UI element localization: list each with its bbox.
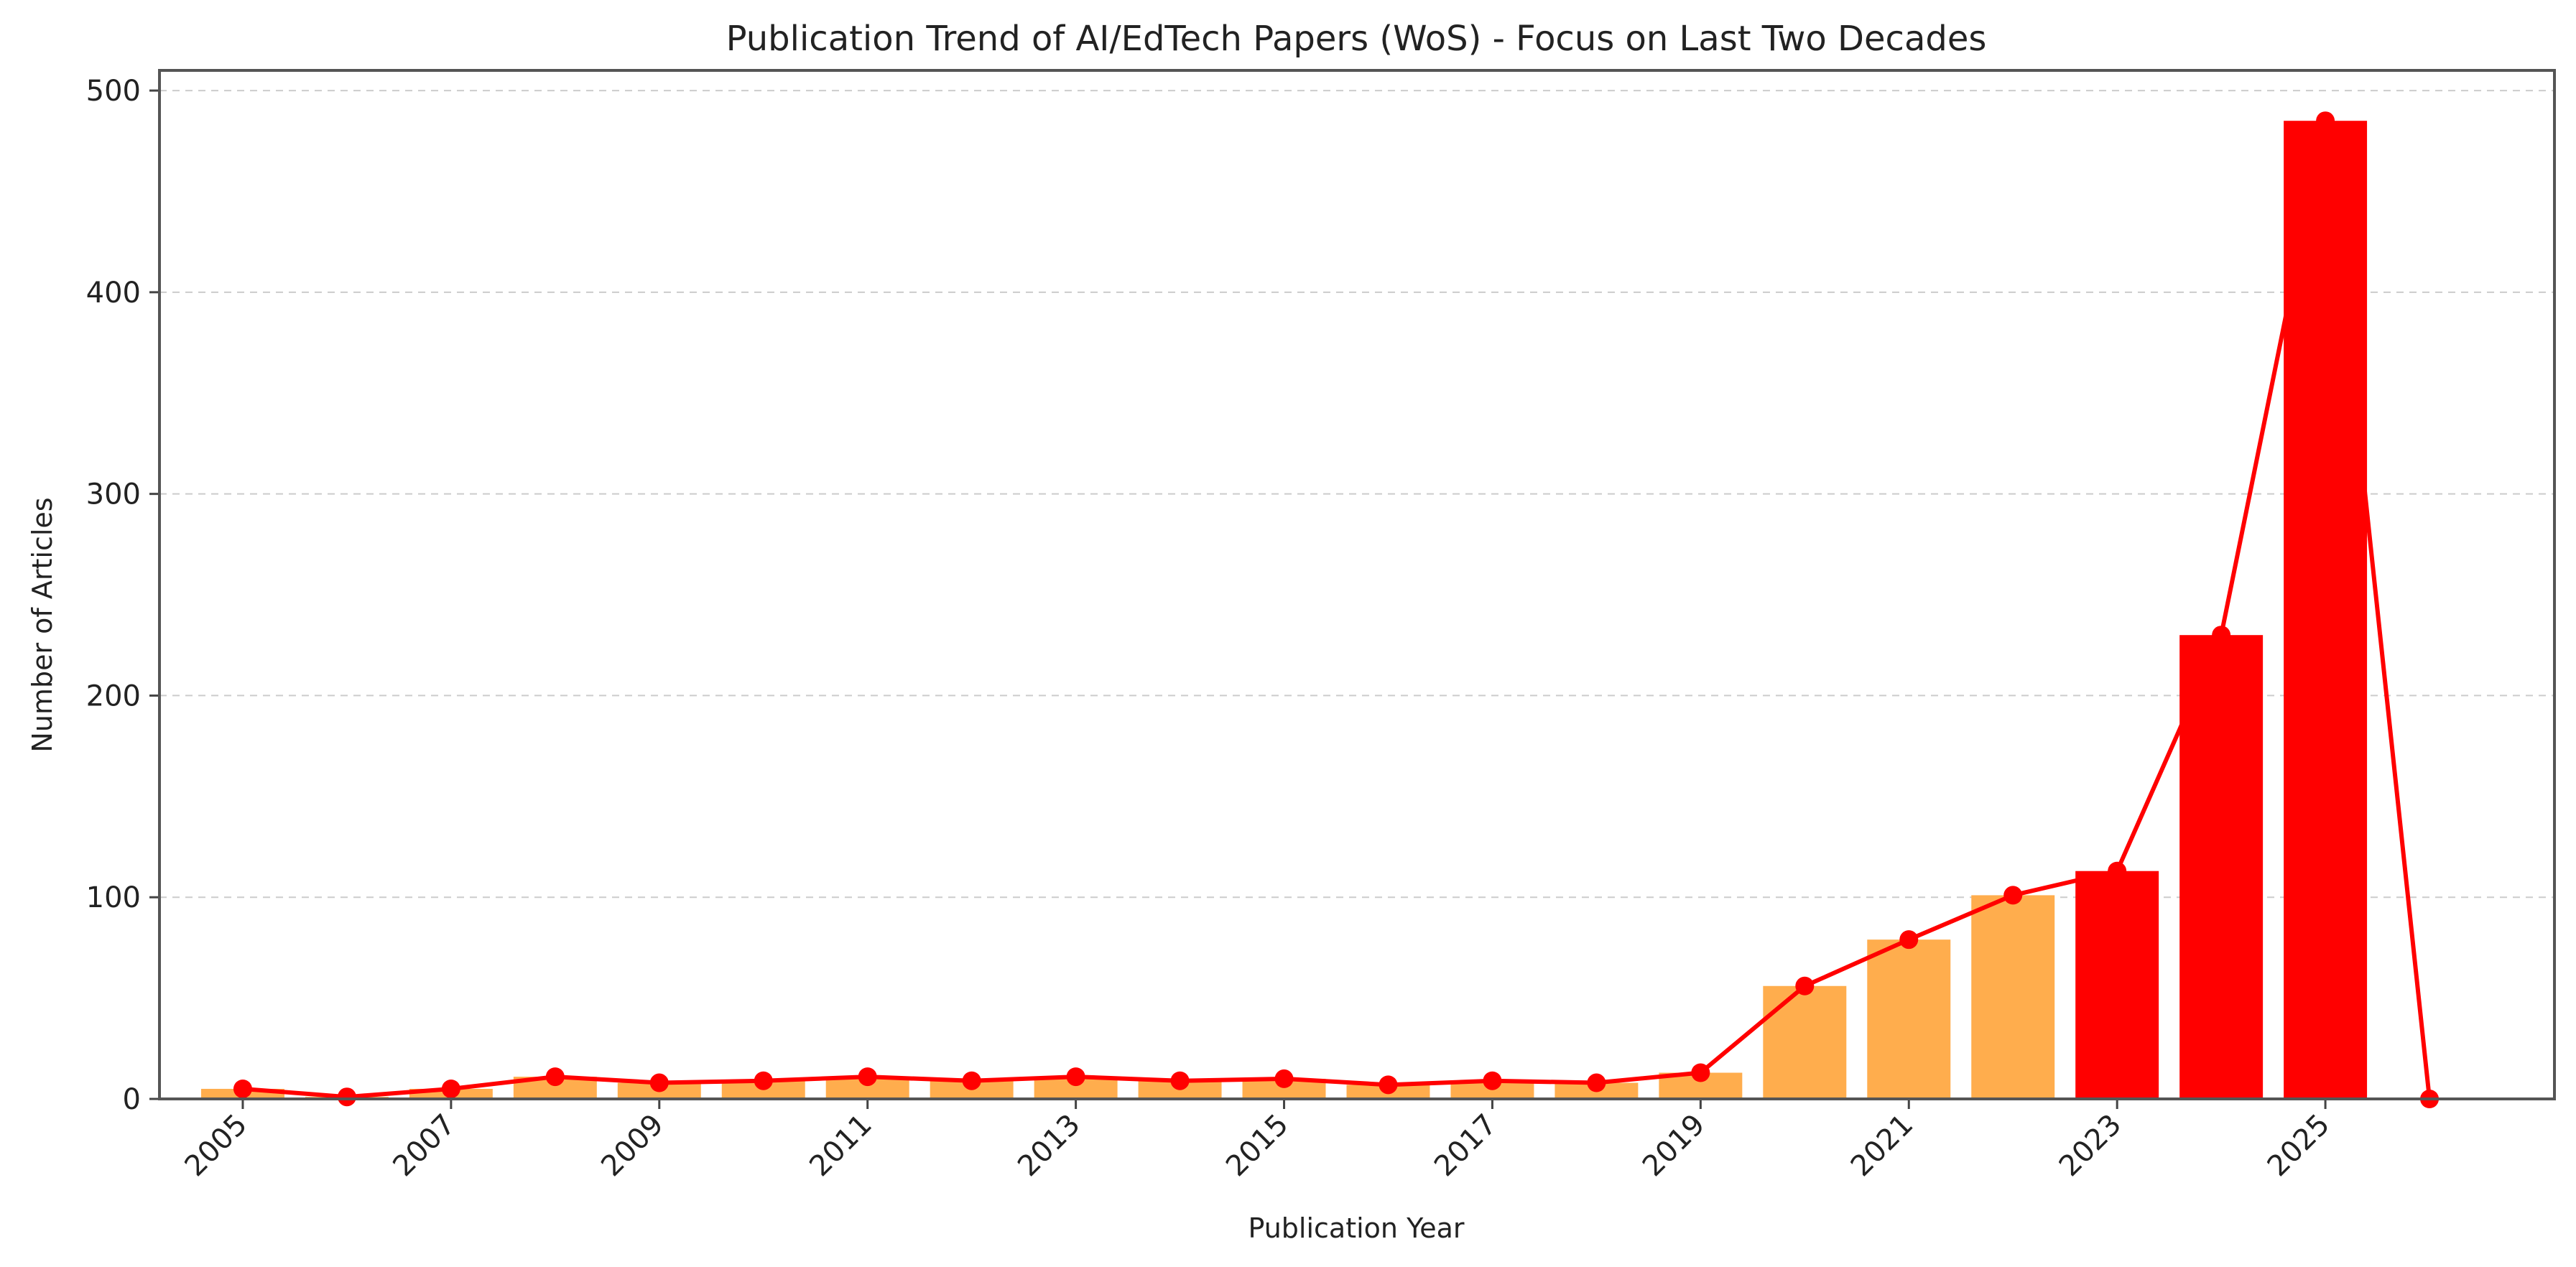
point-2009 [649, 1073, 669, 1092]
bar-2023 [2075, 871, 2159, 1099]
trend-line [242, 119, 2432, 1100]
chart-title: Publication Trend of AI/EdTech Papers (W… [726, 19, 1987, 59]
point-2014 [1170, 1071, 1190, 1090]
point-2020 [1795, 976, 1815, 996]
point-2021 [1899, 930, 1919, 950]
y-axis: 0 100 200 300 400 500 [86, 75, 159, 1116]
y-tick-label-200: 200 [86, 679, 141, 713]
bar-2020 [1763, 985, 1847, 1099]
point-2025 [2316, 111, 2335, 131]
point-2010 [754, 1071, 773, 1090]
point-2005 [233, 1079, 252, 1098]
point-2024 [2212, 626, 2231, 645]
point-2023 [2108, 861, 2127, 881]
point-2022 [2003, 886, 2023, 905]
point-2016 [1379, 1075, 1398, 1095]
y-tick-label-500: 500 [86, 75, 141, 108]
y-tick-label-100: 100 [86, 881, 141, 914]
y-tick-label-400: 400 [86, 277, 141, 310]
point-2011 [858, 1067, 877, 1087]
plot-frame [158, 69, 2556, 1100]
point-2019 [1691, 1063, 1710, 1082]
bar-2025 [2284, 121, 2368, 1100]
point-2013 [1066, 1067, 1085, 1087]
point-2006 [337, 1087, 356, 1107]
x-axis-label: Publication Year [1248, 1212, 1464, 1244]
bar-2021 [1867, 939, 1951, 1099]
bar-2024 [2179, 635, 2264, 1099]
y-tick-label-300: 300 [86, 478, 141, 511]
point-2018 [1587, 1073, 1606, 1092]
point-2008 [545, 1067, 565, 1087]
y-tick-label-0: 0 [123, 1083, 141, 1116]
point-2015 [1274, 1069, 1294, 1088]
point-2007 [441, 1079, 460, 1098]
bar-series [200, 121, 2368, 1100]
point-2012 [962, 1071, 981, 1090]
y-axis-label: Number of Articles [27, 497, 58, 752]
bar-2022 [1971, 895, 2055, 1099]
point-2017 [1483, 1071, 1502, 1090]
